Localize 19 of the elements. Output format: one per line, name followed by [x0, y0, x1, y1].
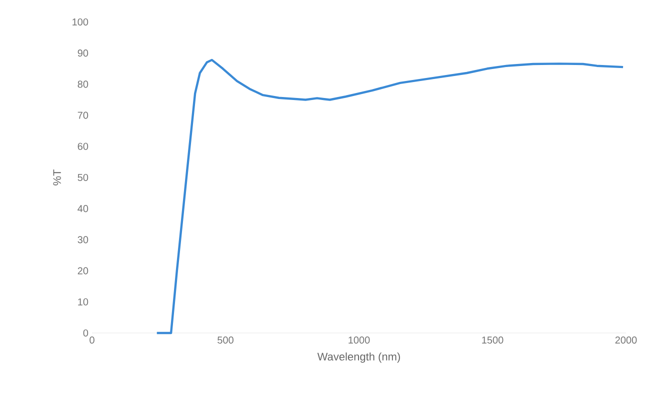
- y-tick-label: 0: [83, 329, 88, 337]
- y-tick-label: 20: [78, 267, 88, 274]
- x-tick-label: 1500: [482, 336, 504, 344]
- y-tick-label: 70: [78, 112, 88, 119]
- x-tick-label: 2000: [615, 336, 637, 344]
- x-tick-label: 500: [218, 336, 234, 344]
- x-axis-title: Wavelength (nm): [317, 352, 400, 363]
- y-tick-label: 10: [78, 298, 88, 306]
- x-tick-label: 0: [90, 336, 94, 344]
- y-tick-label: 50: [78, 174, 88, 182]
- y-tick-label: 80: [78, 80, 88, 88]
- y-tick-label: 30: [78, 236, 88, 244]
- y-tick-label: 40: [78, 205, 88, 212]
- y-tick-label: 90: [78, 50, 88, 57]
- y-tick-label: 60: [78, 142, 88, 150]
- y-tick-label: 100: [72, 18, 88, 26]
- line-series: [156, 58, 624, 334]
- y-axis-title: %T: [53, 170, 61, 186]
- x-tick-label: 1000: [348, 336, 370, 344]
